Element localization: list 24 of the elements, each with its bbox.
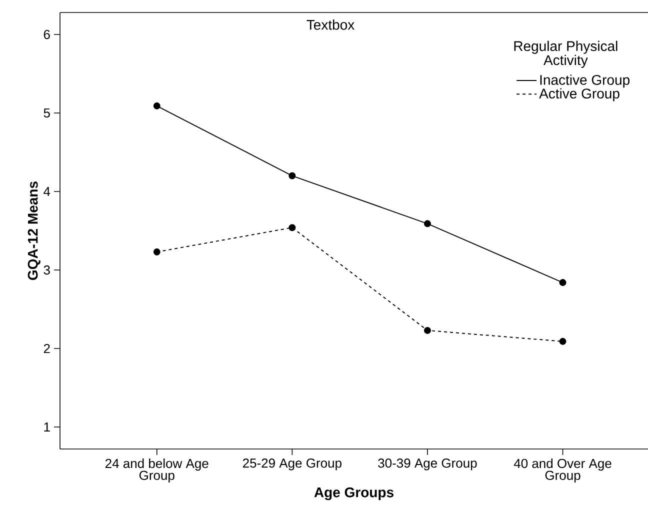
x-tick-label: 30-39 Age Group xyxy=(378,458,477,470)
point xyxy=(559,338,566,345)
y-tick-label: 1 xyxy=(44,422,50,432)
point xyxy=(288,172,296,180)
legend-label: Active Group xyxy=(539,88,620,102)
point xyxy=(559,279,566,286)
y-tick-label: 2 xyxy=(44,344,50,354)
x-tick-label: 25-29 Age Group xyxy=(242,458,342,470)
y-tick-label: 3 xyxy=(44,265,50,275)
annotation: Textbox xyxy=(306,20,354,30)
point xyxy=(288,224,296,232)
y-tick-label: 4 xyxy=(44,187,50,196)
x-tick-label: 40 and Over Age Group xyxy=(514,458,612,483)
x-axis-title: Age Groups xyxy=(314,487,394,500)
point xyxy=(153,102,160,110)
point xyxy=(424,220,431,228)
y-tick-label: 5 xyxy=(44,108,50,118)
point xyxy=(424,326,431,334)
legend-title: Regular Physical Activity xyxy=(514,40,618,68)
legend-label: Inactive Group xyxy=(540,74,630,88)
x-tick-label: 24 and below Age Group xyxy=(105,458,208,483)
y-tick-label: 6 xyxy=(44,30,50,40)
point xyxy=(153,248,160,256)
y-axis-title: GQA-12 Means xyxy=(28,182,40,280)
